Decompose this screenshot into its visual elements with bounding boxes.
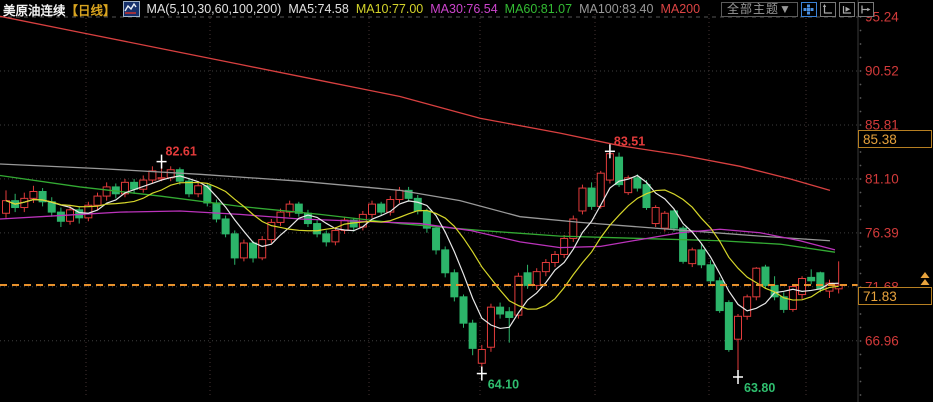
ma100-value: MA100:83.40	[579, 2, 654, 16]
price-annotation: 82.61	[166, 145, 197, 159]
line-chart-icon[interactable]	[122, 1, 140, 17]
ma5-value: MA5:74.58	[288, 2, 349, 16]
ma5-line	[5, 174, 839, 330]
ma30-value: MA30:76.54	[430, 2, 498, 16]
marked-price-label: 71.83	[863, 289, 897, 304]
axis-label: 90.52	[865, 64, 899, 79]
price-annotation: 63.80	[744, 381, 775, 395]
axis-label: 81.10	[865, 171, 899, 186]
ma-settings-label: MA(5,10,30,60,100,200)	[146, 2, 282, 16]
axis-label: 85.81	[865, 117, 899, 132]
annotations: 82.61 83.51 64.10 63.80	[156, 134, 775, 395]
ma10-value: MA10:77.00	[355, 2, 424, 16]
chart-toolbar: 全部主题▼	[721, 2, 874, 17]
marked-price-label: 85.38	[863, 132, 897, 147]
price-annotation: 64.10	[488, 378, 519, 392]
ma10-line	[5, 181, 839, 310]
chart-header: 美原油连续 【日线】 MA(5,10,30,60,100,200) MA5:74.…	[3, 1, 701, 18]
axis-label: 76.39	[865, 225, 899, 240]
ma-lines	[0, 15, 839, 330]
axis-play-icon[interactable]	[838, 2, 855, 17]
axis-exit-icon[interactable]	[857, 2, 874, 17]
ma60-value: MA60:81.07	[504, 2, 573, 16]
grid-lines	[0, 14, 858, 398]
price-axis: 95.2490.5285.8181.1076.3971.6866.9685.38…	[857, 0, 932, 402]
ma30-line	[0, 210, 836, 251]
axis-scale-icon[interactable]	[819, 2, 836, 17]
ma100-line	[0, 163, 831, 242]
theme-dropdown[interactable]: 全部主题▼	[721, 2, 798, 17]
collapse-arrow-icon	[920, 272, 930, 278]
ma60-line	[0, 174, 836, 253]
symbol-name[interactable]: 美原油连续	[3, 3, 66, 18]
price-annotation: 83.51	[614, 134, 645, 148]
ma200-value: MA200	[660, 2, 701, 16]
axis-label: 66.96	[865, 333, 899, 348]
candles	[2, 151, 843, 377]
ma200-line	[0, 15, 831, 191]
period-tag[interactable]: 【日线】	[65, 3, 116, 18]
dots-grid-icon[interactable]	[800, 2, 817, 17]
